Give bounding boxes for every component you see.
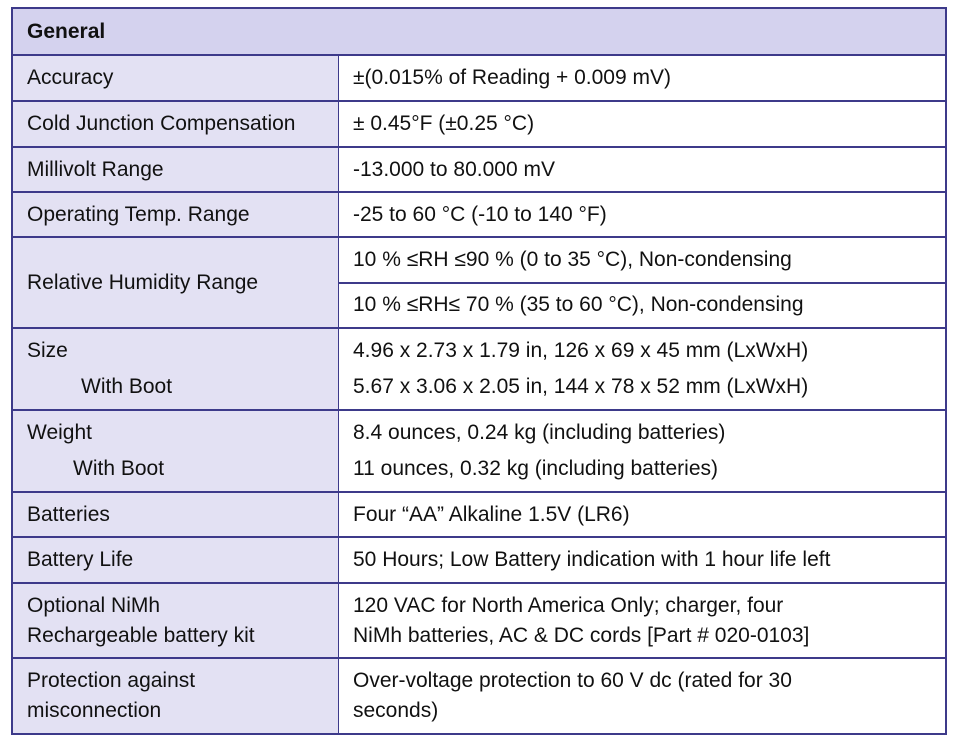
value-line: -13.000 to 80.000 mV: [353, 157, 555, 181]
row-label: Operating Temp. Range: [13, 193, 338, 236]
row-value: -25 to 60 °C (-10 to 140 °F): [339, 193, 945, 236]
value-line: seconds): [353, 699, 439, 722]
row-value: ± 0.45°F (±0.25 °C): [339, 102, 945, 146]
label-line: Millivolt Range: [27, 157, 164, 181]
value-line: 120 VAC for North America Only; charger,…: [353, 593, 784, 617]
row-value: 10 % ≤RH ≤90 % (0 to 35 °C), Non-condens…: [339, 238, 945, 282]
row-value: Four “AA” Alkaline 1.5V (LR6): [339, 493, 945, 536]
row-label: Millivolt Range: [13, 148, 338, 191]
row-value: 4.96 x 2.73 x 1.79 in, 126 x 69 x 45 mm …: [339, 329, 945, 409]
row-value: -13.000 to 80.000 mV: [339, 148, 945, 191]
label-line: Operating Temp. Range: [27, 202, 250, 226]
label-line: Optional NiMh: [27, 593, 161, 617]
value-line: 5.67 x 3.06 x 2.05 in, 144 x 78 x 52 mm …: [353, 375, 809, 398]
value-line: ±(0.015% of Reading + 0.009 mV): [353, 66, 671, 89]
row-value: 120 VAC for North America Only; charger,…: [339, 584, 945, 657]
label-line: Protection against: [27, 669, 196, 692]
label-line: Cold Junction Compensation: [27, 112, 296, 135]
value-line: Over-voltage protection to 60 V dc (rate…: [353, 669, 792, 692]
value-line: 8.4 ounces, 0.24 kg (including batteries…: [353, 421, 726, 444]
header-title: General: [27, 19, 106, 43]
label-line: Rechargeable battery kit: [27, 623, 255, 647]
row-label: Cold Junction Compensation: [13, 102, 338, 146]
value-line: -25 to 60 °C (-10 to 140 °F): [353, 202, 607, 226]
row-value: 50 Hours; Low Battery indication with 1 …: [339, 538, 945, 582]
table-header: General: [13, 9, 945, 54]
value-line: 11 ounces, 0.32 kg (including batteries): [353, 457, 718, 480]
row-label: Optional NiMh Rechargeable battery kit: [13, 584, 338, 657]
label-line: Weight: [27, 421, 92, 444]
label-line: misconnection: [27, 699, 162, 722]
label-line: With Boot: [81, 375, 173, 398]
value-line: 10 % ≤RH≤ 70 % (35 to 60 °C), Non-conden…: [353, 293, 804, 317]
row-label: Protection against misconnection: [13, 659, 338, 733]
value-line: 10 % ≤RH ≤90 % (0 to 35 °C), Non-condens…: [353, 247, 792, 271]
spec-table: General Accuracy ±(0.015% of Reading + 0.0…: [11, 7, 947, 735]
value-line: ± 0.45°F (±0.25 °C): [353, 112, 535, 135]
label-line: Size: [27, 339, 68, 362]
row-value: Over-voltage protection to 60 V dc (rate…: [339, 659, 945, 733]
row-label: Size With Boot: [13, 329, 338, 409]
label-line: Batteries: [27, 502, 110, 526]
row-label: Battery Life: [13, 538, 338, 582]
row-label: Relative Humidity Range: [13, 238, 338, 327]
label-line: Battery Life: [27, 548, 134, 571]
row-value: 8.4 ounces, 0.24 kg (including batteries…: [339, 411, 945, 491]
row-value: ±(0.015% of Reading + 0.009 mV): [339, 56, 945, 100]
row-label: Batteries: [13, 493, 338, 536]
row-label: Accuracy: [13, 56, 338, 100]
label-line: With Boot: [73, 457, 165, 480]
value-line: NiMh batteries, AC & DC cords [Part # 02…: [353, 623, 810, 647]
value-line: 50 Hours; Low Battery indication with 1 …: [353, 548, 831, 571]
value-line: 4.96 x 2.73 x 1.79 in, 126 x 69 x 45 mm …: [353, 339, 809, 362]
label-line: Relative Humidity Range: [27, 270, 259, 294]
value-line: Four “AA” Alkaline 1.5V (LR6): [353, 502, 630, 526]
row-label: Weight With Boot: [13, 411, 338, 491]
label-line: Accuracy: [27, 66, 114, 89]
row-value: 10 % ≤RH≤ 70 % (35 to 60 °C), Non-conden…: [339, 283, 945, 327]
